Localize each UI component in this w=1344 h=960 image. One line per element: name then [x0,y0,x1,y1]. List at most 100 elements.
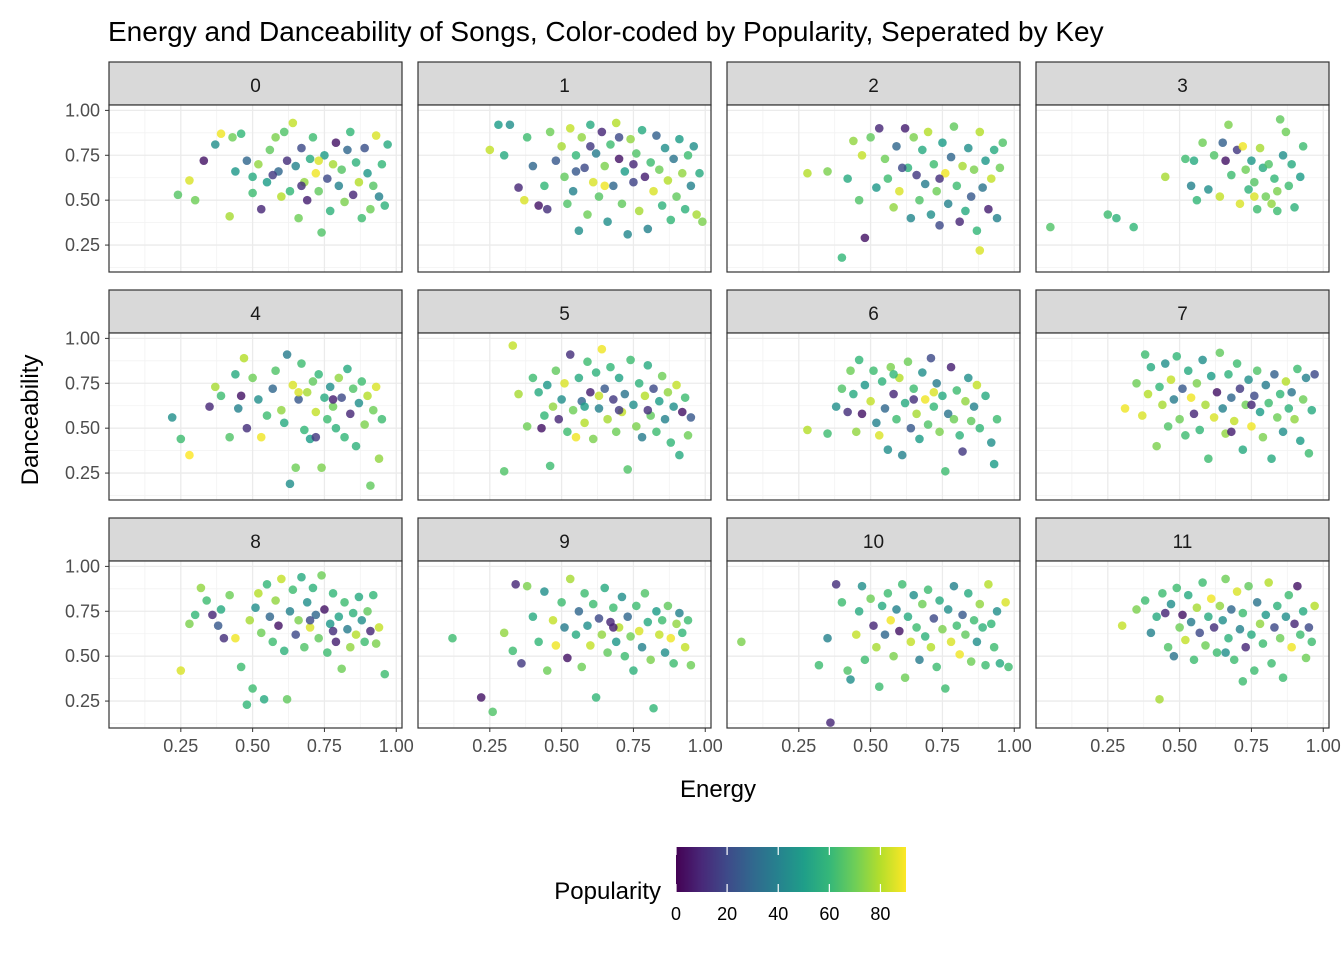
data-point [185,450,194,460]
data-point [271,596,280,605]
data-point [216,605,226,614]
data-point [892,605,901,614]
data-point [340,197,349,207]
data-point [634,626,644,636]
data-point [603,414,612,424]
data-point [860,380,870,390]
data-point [262,411,272,420]
data-point [975,127,985,137]
data-point [262,177,272,187]
data-point [1247,400,1256,410]
y-tick-label: 0.25 [65,235,100,255]
data-point [1232,359,1242,368]
data-point [649,186,658,196]
data-point [588,177,598,187]
data-point [551,156,561,165]
data-points [485,118,707,239]
data-point [557,395,566,404]
data-point [643,224,653,234]
data-point [1293,581,1302,591]
data-point [1218,404,1228,413]
y-tick-label: 1.00 [65,556,100,576]
data-point [686,181,696,191]
data-point [282,156,292,165]
data-point [961,206,970,216]
gridlines [418,333,711,500]
data-point [560,378,569,388]
data-point [242,423,252,433]
data-point [1261,610,1271,620]
data-point [1284,181,1294,191]
x-tick-label: 0.25 [472,736,507,756]
data-point [1132,378,1141,388]
data-point [897,580,907,589]
legend-tick-label: 40 [768,904,788,924]
data-point [508,646,518,656]
data-point [1178,610,1187,620]
data-point [649,384,658,393]
data-point [846,675,855,684]
data-point [331,423,341,433]
data-point [1301,373,1311,383]
data-point [874,682,884,691]
data-point [826,718,835,727]
panel-border [726,332,1021,501]
data-point [371,382,381,392]
data-point [545,461,555,471]
data-point [1278,427,1288,437]
popularity-legend: Popularity 0 20 40 60 80 [554,847,906,924]
legend-title: Popularity [554,878,661,905]
x-axis-label: Energy [680,776,756,803]
data-point [634,206,644,216]
data-point [366,481,375,490]
data-point [233,404,243,413]
data-point [984,204,993,214]
plot-area [418,561,711,728]
data-point [1241,165,1250,174]
data-point [803,425,812,435]
data-point [677,168,687,178]
data-point [649,703,658,713]
data-point [1224,370,1233,379]
data-point [680,642,690,652]
data-point [923,420,933,429]
data-point [1307,637,1317,647]
data-point [889,651,898,661]
data-point [943,605,953,614]
facet-strip-label: 2 [868,76,879,97]
data-point [946,637,956,647]
data-point [331,637,341,647]
data-point [337,393,346,402]
data-point [986,619,996,629]
y-tick-label: 0.25 [65,463,100,483]
data-point [603,648,612,657]
data-point [268,170,278,180]
data-point [1120,404,1130,413]
data-point [1275,115,1285,124]
data-point [577,662,587,672]
data-point [1252,598,1262,607]
data-point [591,693,601,702]
data-point [609,181,618,191]
data-point [1307,405,1317,415]
data-point [305,615,315,625]
data-point [1255,407,1265,417]
data-point [895,626,904,636]
data-point [943,199,953,209]
data-point [242,700,252,709]
data-point [926,353,936,363]
data-point [877,377,887,386]
data-point [1189,409,1199,419]
data-point [542,204,552,214]
data-point [606,362,615,372]
data-point [1238,608,1248,618]
data-point [1140,596,1150,605]
plot-area [109,105,402,272]
data-point [371,639,381,648]
data-point [1258,432,1268,442]
data-point [831,580,841,589]
data-point [683,615,693,625]
data-point [1298,606,1308,616]
data-point [1272,186,1282,196]
data-point [337,165,346,174]
